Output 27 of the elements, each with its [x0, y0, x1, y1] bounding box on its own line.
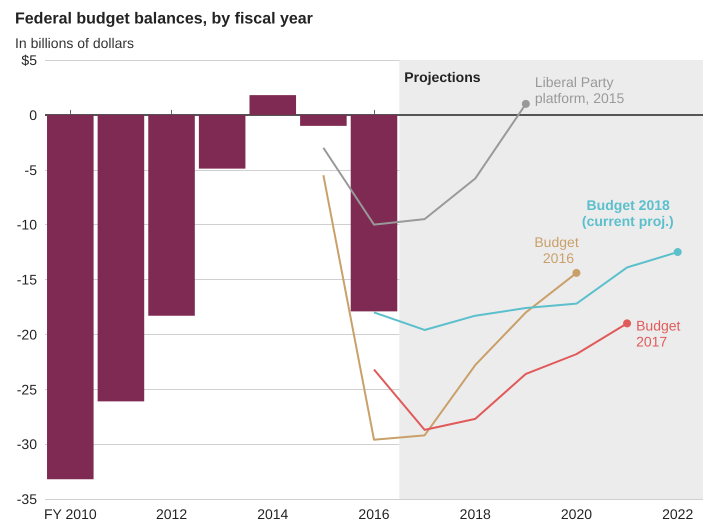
x-tick-label: 2014 [257, 506, 289, 522]
y-tick-label: -25 [16, 381, 38, 398]
chart-title: Federal budget balances, by fiscal year [15, 10, 313, 28]
y-tick-label: -30 [16, 436, 38, 452]
point [623, 319, 632, 328]
band-label: Projections [404, 69, 481, 85]
y-tick-label: -20 [16, 326, 38, 342]
y-tick-label: -35 [16, 491, 38, 507]
y-tick-label: -15 [16, 272, 38, 288]
series-label: Budget 2016 [534, 234, 583, 266]
series-label: Budget 2018 (current proj.) [582, 197, 674, 230]
y-tick-label: $5 [21, 52, 38, 68]
series-label: Budget 2017 [636, 317, 684, 350]
y-tick-label: -5 [24, 162, 38, 178]
point [572, 268, 580, 277]
x-tick-label: 2018 [460, 506, 492, 522]
x-tick-label: 2020 [560, 506, 592, 522]
point [674, 248, 682, 256]
x-tick-label: FY 2010 [44, 506, 97, 522]
x-tick-label: 2022 [662, 506, 694, 522]
y-tick-label: -10 [16, 216, 38, 233]
x-tick-label: 2016 [358, 506, 390, 522]
point [522, 100, 530, 108]
x-tick-label: 2012 [156, 506, 188, 522]
series-label: Liberal Party platform, 2015 [534, 74, 625, 106]
y-tick-label: 0 [29, 106, 38, 123]
chart-subtitle: In billions of dollars [15, 35, 134, 51]
